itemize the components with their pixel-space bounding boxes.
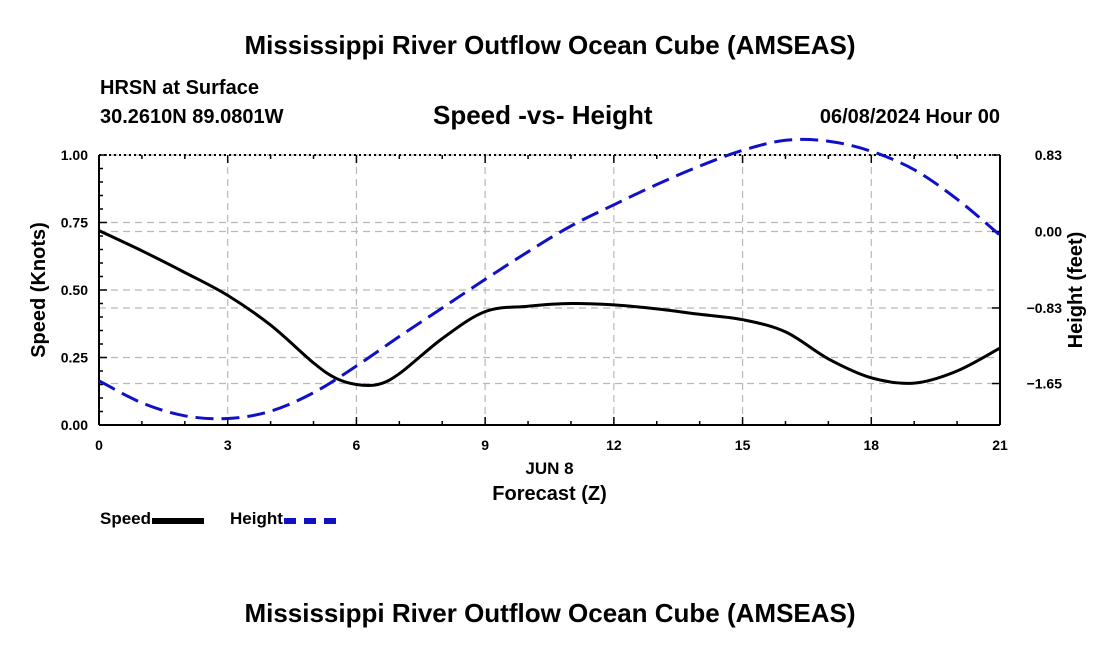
legend-label-height: Height	[230, 509, 283, 528]
y-tick-label: 1.00	[61, 147, 88, 163]
y2-tick-label: 0.83	[1035, 147, 1062, 163]
y-tick-label: 0.00	[61, 417, 88, 433]
series-line-speed	[98, 229, 1001, 388]
legend-swatch-speed	[152, 517, 205, 524]
x-tick-label: 12	[606, 437, 622, 453]
forecast-datetime: 06/08/2024 Hour 00	[819, 106, 1000, 128]
x-tick-label: 9	[481, 437, 489, 453]
legend-item-height: Height	[230, 509, 336, 529]
y-tick-label: 0.75	[61, 215, 88, 231]
y-tick-label: 0.25	[61, 350, 88, 366]
coordinates-label: 30.2610N 89.0801W	[100, 106, 284, 128]
x-axis-title: Forecast (Z)	[492, 483, 606, 505]
x-tick-label: 21	[992, 437, 1008, 453]
x-tick-label: 15	[735, 437, 751, 453]
y2-tick-label: −0.83	[1027, 300, 1063, 316]
x-tick-label: 0	[95, 437, 103, 453]
x-tick-label: 18	[863, 437, 879, 453]
series-line-height	[98, 137, 1001, 421]
y-tick-label: 0.50	[61, 282, 88, 298]
x-axis-date-label: JUN 8	[525, 459, 573, 478]
legend-label-speed: Speed	[100, 509, 152, 528]
chart-subtitle: Speed -vs- Height	[433, 100, 653, 130]
x-tick-label: 6	[353, 437, 361, 453]
location-label: HRSN at Surface	[100, 77, 259, 99]
chart-main-title: Mississippi River Outflow Ocean Cube (AM…	[244, 30, 856, 60]
legend-swatch-height	[283, 517, 336, 524]
y2-tick-label: −1.65	[1027, 376, 1063, 392]
y-axis-title: Speed (Knots)	[28, 222, 50, 358]
x-tick-label: 3	[224, 437, 232, 453]
chart-footer-title: Mississippi River Outflow Ocean Cube (AM…	[244, 598, 856, 628]
legend-item-speed: Speed	[100, 509, 205, 529]
y2-tick-label: 0.00	[1035, 223, 1062, 239]
y2-axis-title: Height (feet)	[1065, 232, 1087, 349]
